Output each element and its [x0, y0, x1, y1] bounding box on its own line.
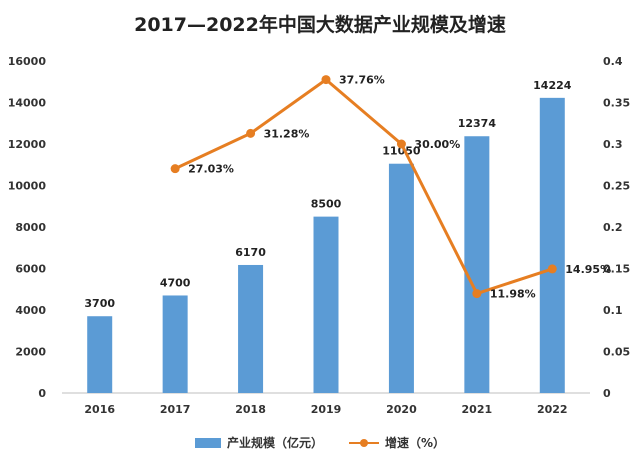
y-right-tick-label: 0.2	[603, 221, 623, 234]
legend: 产业规模（亿元） 增速（%）	[0, 434, 640, 451]
y-right-tick-label: 0	[603, 387, 611, 400]
bar	[388, 163, 414, 393]
growth-value-label: 11.98%	[490, 288, 536, 301]
bar	[238, 264, 264, 393]
growth-point	[170, 164, 180, 174]
y-left-tick-label: 16000	[8, 55, 47, 68]
legend-line-swatch	[348, 438, 379, 448]
x-tick-label: 2020	[386, 403, 417, 416]
growth-point	[321, 75, 331, 85]
y-right-tick-label: 0.3	[603, 138, 623, 151]
x-tick-label: 2022	[537, 403, 568, 416]
x-tick-label: 2019	[311, 403, 342, 416]
bar-value-label: 12374	[458, 117, 497, 130]
y-right-tick-label: 0.15	[603, 263, 630, 276]
y-right-tick-label: 0.1	[603, 304, 623, 317]
y-right-tick-label: 0.05	[603, 346, 630, 359]
y-left-tick-label: 6000	[15, 263, 46, 276]
growth-value-label: 31.28%	[264, 127, 310, 140]
bar	[539, 97, 565, 394]
y-right-tick-label: 0.35	[603, 97, 630, 110]
y-right-tick-label: 0.25	[603, 180, 630, 193]
y-left-tick-label: 4000	[15, 304, 46, 317]
y-right-tick-label: 0.4	[603, 55, 623, 68]
x-tick-label: 2017	[160, 403, 191, 416]
y-left-tick-label: 14000	[8, 97, 47, 110]
bar	[464, 136, 490, 393]
chart-title: 2017—2022年中国大数据产业规模及增速	[134, 14, 506, 36]
y-left-tick-label: 8000	[15, 221, 46, 234]
growth-line	[174, 78, 553, 296]
bar	[162, 295, 188, 393]
bar-value-label: 8500	[311, 198, 342, 211]
bar-value-label: 6170	[235, 246, 266, 259]
growth-point	[472, 289, 482, 299]
x-tick-label: 2018	[235, 403, 266, 416]
bar	[313, 216, 339, 393]
y-left-tick-label: 0	[38, 387, 46, 400]
legend-item-line: 增速（%）	[348, 434, 446, 451]
y-left-tick-label: 10000	[8, 180, 47, 193]
growth-point	[547, 264, 557, 274]
legend-line-label: 增速（%）	[384, 436, 446, 450]
y-left-tick-label: 12000	[8, 138, 47, 151]
bar-value-label: 14224	[533, 79, 572, 92]
growth-value-label: 27.03%	[188, 163, 234, 176]
bar-value-label: 4700	[160, 276, 191, 289]
bar	[87, 316, 113, 393]
legend-bar-swatch	[194, 437, 221, 448]
growth-value-label: 37.76%	[339, 74, 385, 87]
x-tick-label: 2021	[462, 403, 493, 416]
legend-bar-label: 产业规模（亿元）	[226, 436, 323, 450]
growth-value-label: 14.95%	[565, 263, 611, 276]
legend-item-bar: 产业规模（亿元）	[194, 434, 323, 451]
y-left-tick-label: 2000	[15, 346, 46, 359]
growth-point	[396, 139, 406, 149]
bar-value-label: 3700	[84, 297, 115, 310]
growth-value-label: 30.00%	[414, 138, 460, 151]
x-tick-label: 2016	[84, 403, 115, 416]
bar-value-label: 11050	[382, 145, 421, 158]
growth-point	[246, 128, 256, 138]
